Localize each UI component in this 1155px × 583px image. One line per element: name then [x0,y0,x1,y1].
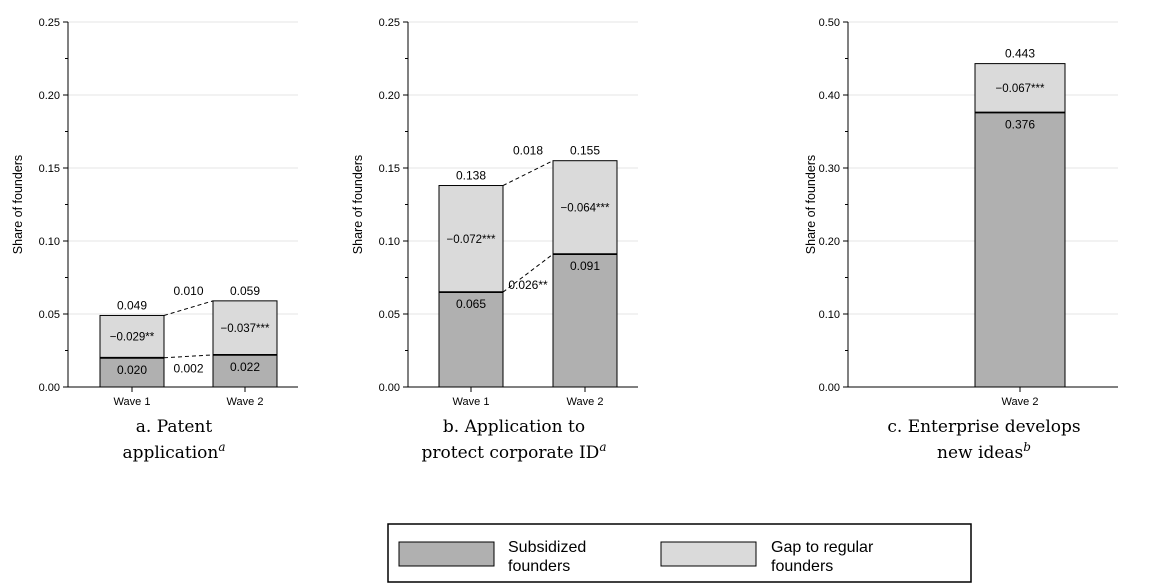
legend-label-gap-line2: founders [771,558,833,575]
y-tick-label: 0.00 [379,382,400,394]
total-value-label: 0.059 [230,284,260,298]
bar-gap [974,63,1066,114]
y-tick-label: 0.05 [379,309,400,321]
y-tick-label: 0.15 [39,163,60,175]
caption-superscript: a [599,440,606,454]
chart-panel-1: 0.00 0.05 0.10 0.15 0.20 0.25 Share of founder… [11,17,298,463]
caption-superscript: b [1023,440,1031,454]
y-axis-label: Share of founders [804,155,818,254]
total-value-label: 0.138 [456,169,486,183]
y-axis-label: Share of founders [11,155,25,254]
y-tick-label: 0.25 [379,17,400,29]
caption-line1: b. Application to [443,417,585,437]
gap-value-label: −0.072*** [447,234,496,246]
y-tick-label: 0.15 [379,163,400,175]
x-tick-label: Wave 1 [453,396,490,408]
change-label-bottom: 0.002 [173,361,203,375]
y-tick-label: 0.20 [379,90,400,102]
legend-swatch-gap [660,541,757,567]
legend-label-subsidized-line2: founders [508,558,570,575]
bar-gap [212,300,278,356]
connector-bottom [502,253,554,293]
y-tick-label: 0.10 [819,309,840,321]
gap-value-label: −0.064*** [561,202,610,214]
y-tick-label: 0.50 [819,17,840,29]
y-tick-label: 0.05 [39,309,60,321]
legend-label-subsidized-line1: Subsidized [508,539,586,556]
change-label-top: 0.018 [513,144,543,158]
subsidized-value-label: 0.376 [1005,118,1035,132]
total-value-label: 0.155 [570,144,600,158]
caption-superscript: a [218,440,225,454]
x-tick-label: Wave 2 [1002,396,1039,408]
caption-line2: new ideasb [937,440,1031,463]
subsidized-value-label: 0.020 [117,363,147,377]
y-axis-label: Share of founders [351,155,365,254]
subsidized-value-label: 0.091 [570,259,600,273]
y-tick-label: 0.00 [39,382,60,394]
x-tick-label: Wave 2 [227,396,264,408]
change-label-top: 0.010 [173,284,203,298]
y-tick-label: 0.30 [819,163,840,175]
bar-gap [552,160,618,255]
legend-swatch-subsidized [398,541,495,567]
bar-subsidized [974,112,1066,388]
gap-value-label: −0.037*** [221,323,270,335]
gap-value-label: −0.029** [110,332,155,344]
chart-panel-3: 0.00 0.10 0.20 0.30 0.40 0.50 Share of founder… [804,17,1118,463]
bar-gap [438,185,504,293]
caption-line2: applicationa [122,440,225,463]
y-tick-label: 0.20 [39,90,60,102]
total-value-label: 0.049 [117,298,147,312]
connector-top [163,300,214,316]
bar-gap [99,314,165,359]
y-tick-label: 0.20 [819,236,840,248]
caption-text: application [122,443,218,463]
caption-text: protect corporate ID [422,443,600,463]
subsidized-value-label: 0.065 [456,297,486,311]
subsidized-value-label: 0.022 [230,360,260,374]
chart-panel-2: 0.00 0.05 0.10 0.15 0.20 0.25 Share of founder… [351,17,638,463]
bar-subsidized [212,354,278,388]
caption-line1: c. Enterprise develops [887,417,1080,437]
bar-subsidized [552,253,618,388]
connector-top [502,160,554,186]
y-tick-label: 0.10 [379,236,400,248]
change-label-bottom: 0.026** [508,278,548,292]
x-tick-label: Wave 1 [114,396,151,408]
legend: Subsidized founders Gap to regular found… [387,523,972,583]
y-tick-label: 0.25 [39,17,60,29]
caption-text: new ideas [937,443,1023,463]
y-tick-label: 0.00 [819,382,840,394]
caption-line2: protect corporate IDa [422,440,607,463]
legend-label-gap-line1: Gap to regular [771,539,874,556]
caption-line1: a. Patent [136,417,213,437]
gap-value-label: −0.067*** [996,83,1045,95]
y-tick-label: 0.40 [819,90,840,102]
x-tick-label: Wave 2 [567,396,604,408]
bar-subsidized [438,291,504,388]
connector-bottom [163,354,214,359]
y-tick-label: 0.10 [39,236,60,248]
total-value-label: 0.443 [1005,47,1035,61]
